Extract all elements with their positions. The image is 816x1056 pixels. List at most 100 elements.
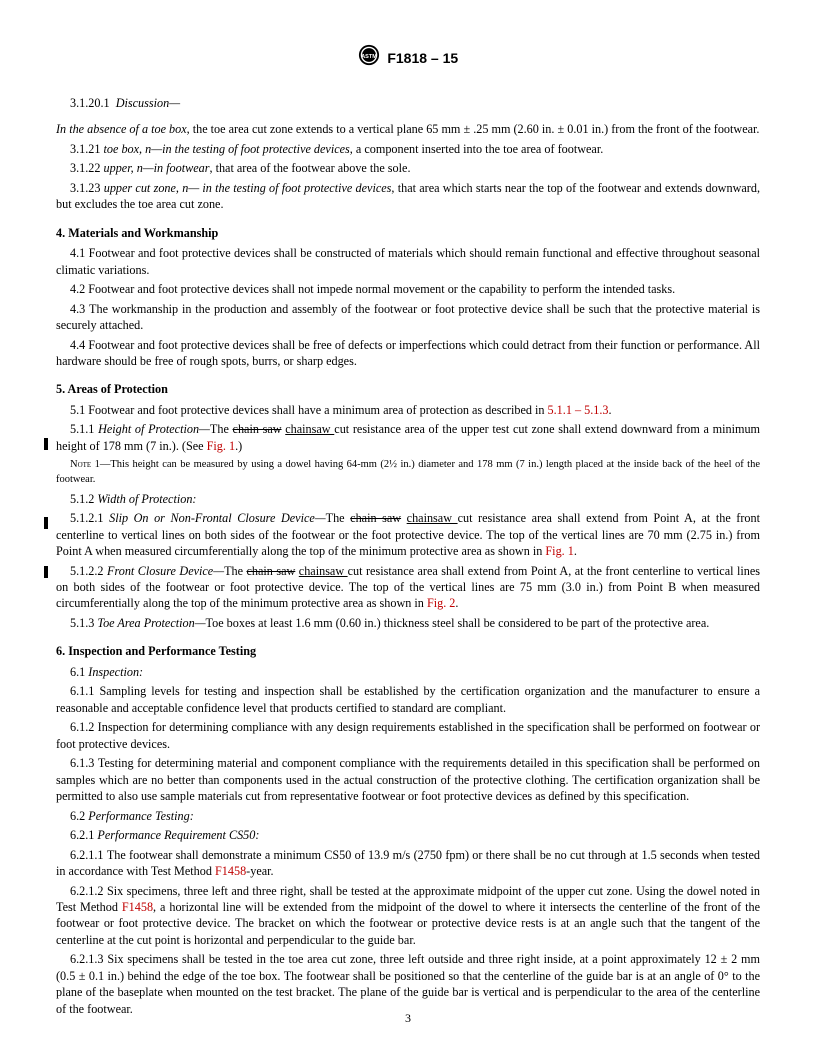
xref[interactable]: Fig. 1 <box>545 544 573 558</box>
document-header: ASTM F1818 – 15 <box>56 44 760 73</box>
num: 5.1.3 <box>70 616 94 630</box>
xref[interactable]: Fig. 1 <box>207 439 235 453</box>
page-number: 3 <box>0 1011 816 1026</box>
clause-5-1-1: 5.1.1 Height of Protection—The chain saw… <box>56 421 760 454</box>
xref[interactable]: F1458 <box>215 864 246 878</box>
xref[interactable]: 5.1.1 – 5.1.3 <box>548 403 609 417</box>
xref[interactable]: F1458 <box>122 900 153 914</box>
clause-3-1-22: 3.1.22 upper, n—in footwear, that area o… <box>56 160 760 176</box>
clause-5-1-2: 5.1.2 Width of Protection: <box>56 491 760 507</box>
astm-logo-icon: ASTM <box>358 44 380 73</box>
ins: chainsaw <box>285 422 334 436</box>
num: 3.1.20.1 <box>70 96 110 110</box>
change-bar-1 <box>44 438 48 450</box>
body: Inspection for determining compliance wi… <box>56 720 760 750</box>
body: Six specimens shall be tested in the toe… <box>56 952 760 1015</box>
clause-6-2-1: 6.2.1 Performance Requirement CS50: <box>56 827 760 843</box>
num: 3.1.22 <box>70 161 100 175</box>
def: , that area of the footwear above the so… <box>209 161 410 175</box>
num: 3.1.23 <box>70 181 100 195</box>
ins: chainsaw <box>299 564 348 578</box>
strike: chain saw <box>246 564 295 578</box>
xref[interactable]: Fig. 2 <box>427 596 455 610</box>
clause-3-1-20-1: 3.1.20.1 Discussion— <box>56 95 760 111</box>
clause-5-1-2-1: 5.1.2.1 Slip On or Non-Frontal Closure D… <box>56 510 760 559</box>
change-bar-3 <box>44 566 48 578</box>
num: 6.2.1.2 <box>70 884 104 898</box>
clause-5-1-2-2: 5.1.2.2 Front Closure Device—The chain s… <box>56 563 760 612</box>
tail: . <box>608 403 611 417</box>
clause-3-1-23: 3.1.23 upper cut zone, n— in the testing… <box>56 180 760 213</box>
num: 5.1.1 <box>70 422 94 436</box>
term: Front Closure Device— <box>107 564 224 578</box>
body: Toe boxes at least 1.6 mm (0.60 in.) thi… <box>206 616 710 630</box>
body: , the toe area cut zone extends to a ver… <box>187 122 760 136</box>
change-bar-2 <box>44 517 48 529</box>
num: 6.2 <box>70 809 85 823</box>
num: 3.1.21 <box>70 142 100 156</box>
term: upper cut zone, n— in the testing of foo… <box>104 181 392 195</box>
num: 5.1.2.1 <box>70 511 104 525</box>
b: , a horizontal line will be extended fro… <box>56 900 760 947</box>
lead: Note 1— <box>70 459 110 470</box>
num: 5.1.2.2 <box>70 564 104 578</box>
clause-5-1-3: 5.1.3 Toe Area Protection—Toe boxes at l… <box>56 615 760 631</box>
term: Inspection: <box>88 665 143 679</box>
a: The <box>210 422 233 436</box>
clause-6-2-1-3: 6.2.1.3 Six specimens shall be tested in… <box>56 951 760 1017</box>
num: 6.2.1.1 <box>70 848 104 862</box>
body: Sampling levels for testing and inspecti… <box>56 684 760 714</box>
section-6-title: 6. Inspection and Performance Testing <box>56 643 760 659</box>
clause-6-2-1-1: 6.2.1.1 The footwear shall demonstrate a… <box>56 847 760 880</box>
body: Footwear and foot protective devices sha… <box>88 403 547 417</box>
clause-4-4: 4.4 Footwear and foot protective devices… <box>56 337 760 370</box>
a: The footwear shall demonstrate a minimum… <box>56 848 760 878</box>
term: Performance Requirement CS50: <box>97 828 259 842</box>
term: upper, n—in footwear <box>104 161 210 175</box>
label: Discussion— <box>116 96 180 110</box>
num: 4.3 <box>70 302 85 316</box>
tail: . <box>574 544 577 558</box>
clause-6-1-2: 6.1.2 Inspection for determining complia… <box>56 719 760 752</box>
term: Width of Protection: <box>97 492 196 506</box>
num: 6.2.1 <box>70 828 94 842</box>
designation: F1818 – 15 <box>387 49 458 68</box>
num: 6.1 <box>70 665 85 679</box>
svg-text:ASTM: ASTM <box>361 54 377 60</box>
body: The workmanship in the production and as… <box>56 302 760 332</box>
clause-4-3: 4.3 The workmanship in the production an… <box>56 301 760 334</box>
tail: .) <box>235 439 242 453</box>
num: 6.1.2 <box>70 720 94 734</box>
clause-5-1: 5.1 Footwear and foot protective devices… <box>56 402 760 418</box>
page-content: ASTM F1818 – 15 3.1.20.1 Discussion— In … <box>0 0 816 1050</box>
num: 4.2 <box>70 282 85 296</box>
lead: In the absence of a toe box <box>56 122 187 136</box>
clause-4-2: 4.2 Footwear and foot protective devices… <box>56 281 760 297</box>
strike: chain saw <box>350 511 401 525</box>
num: 5.1.2 <box>70 492 94 506</box>
clause-3-1-21: 3.1.21 toe box, n—in the testing of foot… <box>56 141 760 157</box>
term: toe box, n—in the testing of foot protec… <box>104 142 350 156</box>
clause-4-1: 4.1 Footwear and foot protective devices… <box>56 245 760 278</box>
body: This height can be measured by using a d… <box>56 459 760 484</box>
a: The <box>326 511 351 525</box>
clause-6-1-1: 6.1.1 Sampling levels for testing and in… <box>56 683 760 716</box>
body: Footwear and foot protective devices sha… <box>56 338 760 368</box>
num: 6.1.3 <box>70 756 94 770</box>
term: Toe Area Protection— <box>97 616 205 630</box>
a: The <box>224 564 246 578</box>
num: 5.1 <box>70 403 85 417</box>
clause-6-1-3: 6.1.3 Testing for determining material a… <box>56 755 760 804</box>
clause-6-1: 6.1 Inspection: <box>56 664 760 680</box>
note-1: Note 1—This height can be measured by us… <box>56 458 760 486</box>
term: Performance Testing: <box>88 809 194 823</box>
body: Footwear and foot protective devices sha… <box>56 246 760 276</box>
clause-6-2-1-2: 6.2.1.2 Six specimens, three left and th… <box>56 883 760 949</box>
strike: chain saw <box>233 422 282 436</box>
ins: chainsaw <box>407 511 458 525</box>
num: 4.1 <box>70 246 85 260</box>
body: Footwear and foot protective devices sha… <box>88 282 675 296</box>
clause-6-2: 6.2 Performance Testing: <box>56 808 760 824</box>
num: 4.4 <box>70 338 85 352</box>
clause-3-1-20-1-body: In the absence of a toe box, the toe are… <box>56 121 760 137</box>
